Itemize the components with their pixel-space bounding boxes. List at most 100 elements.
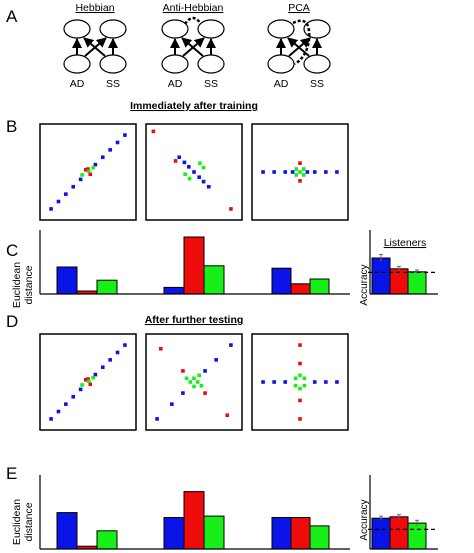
scatter-point-blue [49, 417, 53, 421]
scatter-point-green [195, 380, 200, 384]
ylabel-e-line1: Euclidean [11, 499, 23, 545]
scatter-point-green [294, 173, 299, 177]
node-label-ss: SS [204, 78, 218, 90]
scatter-point-red [298, 161, 302, 165]
scatter-point-red [86, 167, 90, 171]
bar-green [203, 515, 225, 550]
accuracy-label-c: Accuracy [359, 264, 370, 305]
scatter-point-green [298, 386, 302, 391]
scatter-point-blue [324, 170, 328, 174]
scatter-point-green [91, 375, 95, 380]
scatter-point-red [298, 398, 302, 403]
bar-chart-e-hebbian [56, 512, 118, 550]
bar-blue [56, 512, 78, 550]
scatter-point-green [86, 379, 91, 384]
bar-green [407, 522, 427, 550]
scatter-point-blue [49, 207, 53, 211]
scatter-point-red [298, 361, 302, 366]
scatter-point-blue [64, 402, 68, 406]
bar-blue [371, 257, 391, 295]
scatter-point-blue [56, 409, 61, 414]
scatter-point-green [188, 380, 193, 384]
scatter-point-blue [170, 402, 174, 406]
scatter-point-blue [312, 170, 317, 174]
scatter-point-green [201, 165, 206, 170]
scatter-point-green [184, 376, 189, 381]
scatter-point-blue [181, 391, 185, 395]
scatter-d-pca [251, 333, 349, 431]
scatter-point-blue [206, 184, 211, 189]
scatter-d-anti-hebbian [145, 333, 243, 431]
scatter-point-blue [108, 148, 112, 152]
scatter-point-blue [78, 177, 83, 182]
network-pca: PCA AD SS [267, 2, 331, 90]
panel-letter-e: E [6, 464, 17, 483]
scatter-point-blue [324, 380, 328, 384]
network-title: Anti-Hebbian [163, 2, 224, 14]
lateral-connection [292, 19, 311, 66]
bar-green [96, 279, 118, 295]
bar-panels [39, 230, 438, 550]
scatter-point-blue [214, 358, 218, 362]
network-node [161, 54, 189, 74]
scatter-point-red [203, 391, 207, 395]
network-anti: Anti-Hebbian AD SS [161, 2, 225, 90]
node-label-ss: SS [106, 78, 120, 90]
bar-blue [56, 266, 78, 295]
scatter-point-green [86, 169, 91, 174]
network-hebbian: Hebbian AD SS [63, 2, 127, 90]
scatter-point-blue [115, 350, 120, 355]
bar-green [203, 265, 225, 295]
accuracy-label-e: Accuracy [359, 499, 370, 540]
network-title: PCA [288, 2, 310, 14]
scatter-point-green [298, 373, 302, 378]
scatter-point-green [294, 167, 299, 171]
scatter-point-blue [272, 170, 276, 174]
network-node [197, 19, 225, 39]
scatter-point-blue [335, 380, 339, 384]
bar-chart-c-listeners [368, 253, 436, 295]
section-title-after-testing: After further testing [145, 314, 244, 326]
scatter-frame [251, 333, 349, 431]
scatter-b-anti-hebbian [145, 123, 243, 221]
scatter-point-blue [335, 170, 339, 174]
ylabel-e-line2: distance [23, 502, 35, 541]
network-title: Hebbian [75, 2, 114, 14]
scatter-point-blue [100, 365, 105, 370]
bar-blue [271, 267, 292, 295]
bar-green [96, 530, 118, 550]
scatter-point-red [229, 207, 233, 211]
scatter-point-blue [283, 170, 288, 174]
panel-letter-b: B [6, 117, 17, 136]
scatter-point-red [83, 377, 88, 382]
ylabel-c-line2: distance [23, 265, 35, 304]
network-node [99, 19, 127, 39]
node-label-ad: AD [70, 78, 85, 90]
scatter-point-red [88, 382, 93, 387]
network-node [63, 54, 91, 74]
panel-letter-d: D [6, 312, 18, 331]
panel-letter-a: A [6, 7, 18, 26]
scatter-point-red [158, 346, 163, 351]
scatter-point-blue [312, 380, 317, 384]
scatter-point-blue [93, 372, 98, 377]
node-label-ad: AD [168, 78, 183, 90]
scatter-point-red [173, 159, 178, 163]
scatter-point-red [88, 172, 93, 177]
bar-chart-e-anti-hebbian [163, 491, 225, 550]
scatter-point-blue [272, 380, 276, 384]
scatter-point-blue [187, 165, 191, 169]
scatter-point-red [298, 343, 302, 347]
scatter-point-green [91, 165, 95, 170]
scatter-b-hebbian [39, 123, 137, 221]
node-label-ss: SS [310, 78, 324, 90]
network-arrow [181, 37, 204, 57]
scatter-point-red [86, 377, 90, 381]
lateral-connection [183, 16, 203, 25]
scatter-point-blue [123, 343, 127, 347]
bar-red [290, 517, 311, 550]
scatter-panels [39, 123, 349, 431]
scatter-point-blue [64, 192, 68, 196]
scatter-point-blue [78, 387, 83, 392]
